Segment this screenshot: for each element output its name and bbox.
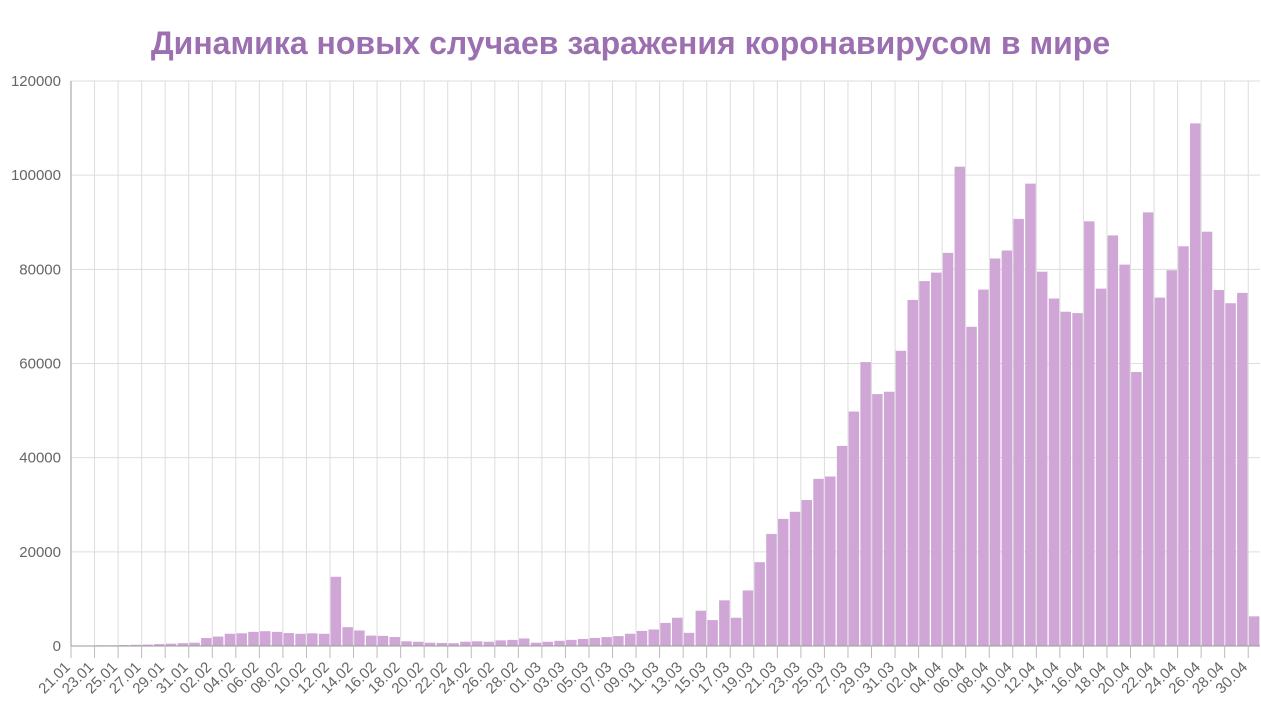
svg-text:60000: 60000 (19, 356, 61, 373)
svg-text:0: 0 (53, 638, 61, 655)
svg-text:20000: 20000 (19, 544, 61, 561)
svg-text:120000: 120000 (11, 73, 61, 90)
svg-text:100000: 100000 (11, 167, 61, 184)
svg-text:40000: 40000 (19, 450, 61, 467)
svg-text:80000: 80000 (19, 261, 61, 278)
